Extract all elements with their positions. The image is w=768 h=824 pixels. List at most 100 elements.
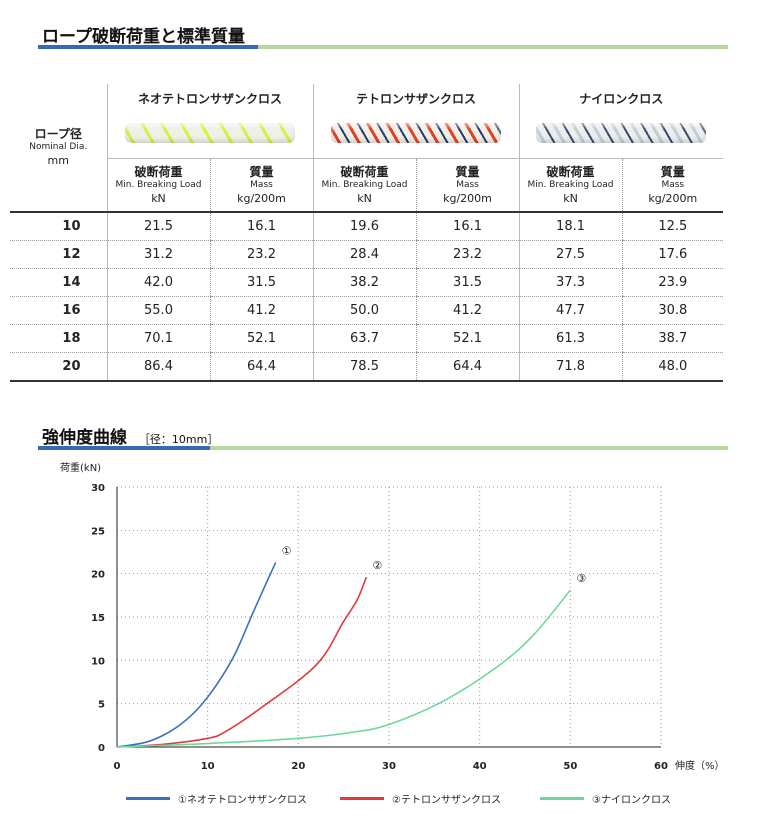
legend-item-2: ②テトロンサザンクロス bbox=[340, 791, 501, 806]
cell-mass: 31.5 bbox=[415, 268, 520, 297]
col-mass-nylon: 質量 Mass kg/200m bbox=[621, 158, 724, 212]
col-mass-tetron: 質量 Mass kg/200m bbox=[415, 158, 520, 212]
cell-load: 61.3 bbox=[518, 324, 623, 353]
col-load-nylon: 破断荷重 Min. Breaking Load kN bbox=[518, 158, 623, 212]
cell-load: 31.2 bbox=[106, 240, 210, 269]
cell-load: 71.8 bbox=[518, 352, 623, 382]
cell-mass: 38.7 bbox=[621, 324, 724, 353]
cell-load: 63.7 bbox=[312, 324, 417, 353]
x-tick-label: 50 bbox=[563, 761, 577, 772]
title-underline-green bbox=[258, 45, 728, 49]
cell-mass: 41.2 bbox=[415, 296, 520, 325]
table-row: 10 21.5 16.1 19.6 16.1 18.1 12.5 bbox=[10, 212, 724, 241]
y-tick-label: 15 bbox=[91, 613, 105, 624]
legend-label-3: ③ナイロンクロス bbox=[592, 795, 671, 806]
legend-label-2: ②テトロンサザンクロス bbox=[392, 795, 501, 806]
stress-strain-chart: 0 10 20 30 40 50 60 0 5 10 15 20 25 30 荷重(kN) 伸度（%） ① ② ③ bbox=[60, 461, 725, 772]
x-axis-label: 伸度（%） bbox=[675, 759, 725, 772]
cell-mass: 12.5 bbox=[621, 212, 724, 241]
cell-mass: 31.5 bbox=[209, 268, 314, 297]
legend-line-1 bbox=[126, 797, 170, 800]
cell-load: 38.2 bbox=[312, 268, 417, 297]
y-tick-label: 20 bbox=[91, 570, 105, 581]
x-tick-label: 60 bbox=[654, 761, 668, 772]
cell-mass: 23.9 bbox=[621, 268, 724, 297]
series-line-1 bbox=[116, 562, 277, 748]
col-mass-neo: 質量 Mass kg/200m bbox=[209, 158, 314, 212]
section-title-curve: 強伸度曲線 ［径：10mm］ bbox=[42, 423, 218, 448]
cell-load: 21.5 bbox=[106, 212, 210, 241]
cell-mass: 48.0 bbox=[621, 352, 724, 382]
group-header-nylon: ナイロンクロス bbox=[518, 84, 724, 112]
y-tick-label: 5 bbox=[98, 700, 105, 711]
cell-load: 70.1 bbox=[106, 324, 210, 353]
table-row: 20 86.4 64.4 78.5 64.4 71.8 48.0 bbox=[10, 352, 724, 382]
table-row: 14 42.0 31.5 38.2 31.5 37.3 23.9 bbox=[10, 268, 724, 297]
dia-header: ロープ径 Nominal Dia. mm bbox=[10, 84, 107, 212]
cell-mass: 17.6 bbox=[621, 240, 724, 269]
row-diameter: 20 bbox=[10, 352, 107, 382]
title-underline-blue-2 bbox=[38, 446, 210, 450]
dia-header-unit: mm bbox=[47, 154, 69, 167]
row-diameter: 10 bbox=[10, 212, 107, 241]
cell-mass: 64.4 bbox=[415, 352, 520, 382]
cell-load: 27.5 bbox=[518, 240, 623, 269]
rope-image-tetron bbox=[331, 123, 502, 143]
y-tick-label: 30 bbox=[91, 483, 105, 494]
cell-load: 55.0 bbox=[106, 296, 210, 325]
rope-image-nylon bbox=[536, 123, 707, 143]
x-tick-label: 30 bbox=[382, 761, 396, 772]
table-row: 18 70.1 52.1 63.7 52.1 61.3 38.7 bbox=[10, 324, 724, 353]
x-tick-label: 10 bbox=[201, 761, 215, 772]
series-line-3 bbox=[116, 589, 571, 748]
cell-mass: 16.1 bbox=[209, 212, 314, 241]
cell-mass: 64.4 bbox=[209, 352, 314, 382]
cell-load: 50.0 bbox=[312, 296, 417, 325]
cell-mass: 16.1 bbox=[415, 212, 520, 241]
series-line-2 bbox=[116, 576, 368, 748]
cell-load: 42.0 bbox=[106, 268, 210, 297]
col-load-tetron: 破断荷重 Min. Breaking Load kN bbox=[312, 158, 417, 212]
x-tick-label: 40 bbox=[473, 761, 487, 772]
row-diameter: 16 bbox=[10, 296, 107, 325]
dia-header-ja: ロープ径 bbox=[34, 127, 82, 141]
curve-note: ［径：10mm］ bbox=[138, 433, 219, 446]
section-title-rope: ロープ破断荷重と標準質量 bbox=[42, 27, 245, 47]
cell-mass: 30.8 bbox=[621, 296, 724, 325]
row-diameter: 12 bbox=[10, 240, 107, 269]
curve-title: 強伸度曲線 bbox=[42, 428, 127, 448]
y-tick-label: 10 bbox=[91, 656, 105, 667]
series-marker-1: ① bbox=[282, 544, 292, 557]
rope-image-neo bbox=[125, 123, 295, 143]
cell-mass: 41.2 bbox=[209, 296, 314, 325]
cell-mass: 23.2 bbox=[415, 240, 520, 269]
cell-load: 86.4 bbox=[106, 352, 210, 382]
cell-mass: 52.1 bbox=[209, 324, 314, 353]
legend-item-1: ①ネオテトロンサザンクロス bbox=[126, 791, 307, 806]
cell-load: 28.4 bbox=[312, 240, 417, 269]
group-header-tetron: テトロンサザンクロス bbox=[312, 84, 520, 112]
cell-load: 47.7 bbox=[518, 296, 623, 325]
cell-load: 78.5 bbox=[312, 352, 417, 382]
legend-label-1: ①ネオテトロンサザンクロス bbox=[178, 795, 307, 806]
cell-load: 18.1 bbox=[518, 212, 623, 241]
col-load-neo: 破断荷重 Min. Breaking Load kN bbox=[106, 158, 210, 212]
x-tick-label: 20 bbox=[291, 761, 305, 772]
cell-load: 37.3 bbox=[518, 268, 623, 297]
x-tick-label: 0 bbox=[114, 761, 121, 772]
rope-spec-table: ロープ径 Nominal Dia. mm ネオテトロンサザンクロス テトロンサザ… bbox=[10, 84, 724, 382]
cell-load: 19.6 bbox=[312, 212, 417, 241]
group-header-neo: ネオテトロンサザンクロス bbox=[106, 84, 314, 112]
dia-header-en: Nominal Dia. bbox=[29, 142, 88, 152]
title-underline-green-2 bbox=[210, 446, 728, 450]
y-axis-label: 荷重(kN) bbox=[60, 461, 101, 474]
table-row: 12 31.2 23.2 28.4 23.2 27.5 17.6 bbox=[10, 240, 724, 269]
legend-line-2 bbox=[340, 797, 384, 800]
legend-item-3: ③ナイロンクロス bbox=[540, 791, 671, 806]
row-diameter: 14 bbox=[10, 268, 107, 297]
title-underline-blue bbox=[38, 45, 258, 49]
cell-mass: 52.1 bbox=[415, 324, 520, 353]
legend-line-3 bbox=[540, 797, 584, 800]
cell-mass: 23.2 bbox=[209, 240, 314, 269]
y-tick-label: 0 bbox=[98, 743, 105, 754]
